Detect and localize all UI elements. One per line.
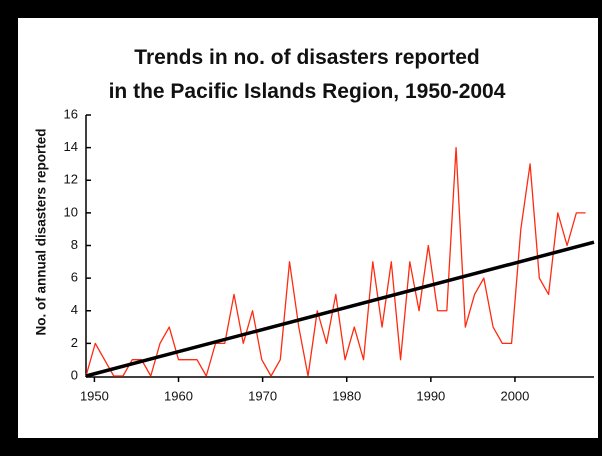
x-tick-label: 1980 — [332, 388, 361, 403]
y-tick-label: 12 — [64, 172, 78, 187]
x-tick-label: 1970 — [248, 388, 277, 403]
y-tick-label: 10 — [64, 204, 78, 219]
y-tick-label: 16 — [64, 106, 78, 121]
y-tick-label: 6 — [71, 270, 78, 285]
y-axis-label: No. of annual disasters reported — [34, 128, 49, 335]
x-tick-label: 2000 — [500, 388, 529, 403]
y-tick-label: 14 — [64, 139, 78, 154]
x-tick-label: 1960 — [164, 388, 193, 403]
x-tick-label: 1950 — [80, 388, 109, 403]
y-tick-label: 0 — [71, 367, 78, 382]
chart-title: Trends in no. of disasters reported — [134, 46, 479, 69]
series-line — [85, 146, 586, 377]
x-tick-label: 1990 — [416, 388, 445, 403]
y-tick-label: 4 — [71, 302, 78, 317]
series-line — [85, 240, 595, 378]
chart-title: in the Pacific Islands Region, 1950-2004 — [109, 80, 506, 103]
y-tick-label: 2 — [71, 335, 78, 350]
y-tick-label: 8 — [71, 237, 78, 252]
